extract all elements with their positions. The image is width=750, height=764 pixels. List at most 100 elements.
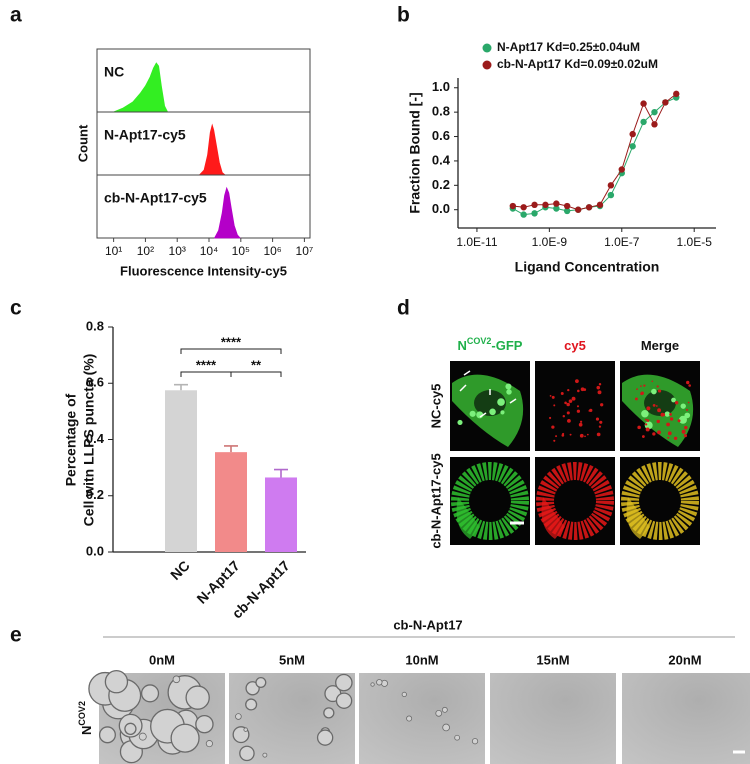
y-tick-label: 1.0 — [432, 79, 450, 94]
red-speckle — [569, 433, 572, 436]
x-tick-label: 10² — [137, 244, 154, 258]
red-speckle — [564, 401, 567, 405]
red-speckle — [652, 432, 656, 436]
droplet — [323, 707, 335, 719]
red-speckle — [652, 404, 656, 407]
droplet — [454, 734, 460, 741]
legend-marker — [482, 60, 492, 70]
legend-marker — [482, 43, 492, 53]
error-bar — [224, 445, 238, 453]
red-speckle — [576, 409, 581, 413]
series-line — [512, 97, 677, 216]
droplet — [370, 682, 375, 687]
puncta — [489, 408, 496, 416]
red-speckle — [673, 436, 678, 441]
puncta — [651, 388, 657, 395]
red-speckle — [566, 402, 570, 407]
puncta — [500, 410, 505, 415]
red-speckle — [567, 418, 571, 423]
series-label: N-Apt17-cy5 — [104, 127, 186, 143]
red-speckle — [640, 392, 644, 396]
data-point — [651, 108, 658, 116]
data-point — [520, 204, 527, 211]
x-tick-label: 10¹ — [105, 244, 122, 258]
x-axis-label: Ligand Concentration — [515, 259, 660, 275]
panel-label: b — [397, 4, 410, 27]
droplet — [138, 732, 147, 741]
puncta — [641, 409, 649, 418]
column-label: 5nM — [279, 652, 305, 667]
significance-label: ** — [251, 357, 262, 372]
red-speckle — [660, 413, 664, 417]
cell-extension — [626, 497, 650, 539]
y-tick-label: 0.4 — [432, 152, 451, 167]
data-point — [563, 202, 571, 210]
cell-ring — [536, 462, 614, 540]
column-header: cy5 — [564, 338, 586, 353]
histogram-area — [113, 62, 169, 113]
red-speckle — [562, 414, 566, 418]
red-speckle — [584, 435, 586, 438]
puncta — [680, 403, 686, 409]
red-speckle — [637, 425, 641, 430]
y-tick-label: 0.0 — [432, 201, 450, 216]
x-tick-label: 1.0E-5 — [677, 235, 713, 249]
data-point — [629, 130, 636, 138]
y-axis-label: Fraction Bound [-] — [407, 92, 423, 213]
red-speckle — [551, 395, 555, 399]
x-tick-label: 10⁷ — [296, 244, 314, 258]
red-speckle — [576, 405, 580, 408]
error-bar — [274, 468, 288, 478]
red-speckle — [579, 420, 583, 423]
nucleus — [644, 390, 676, 416]
droplet — [435, 710, 443, 717]
puncta — [506, 389, 512, 395]
panel-label: d — [397, 297, 410, 320]
x-tick-label: NC — [167, 557, 193, 583]
puncta — [679, 415, 687, 424]
histogram-area — [198, 123, 227, 176]
data-point — [673, 90, 680, 98]
red-speckle — [683, 433, 687, 438]
panel-label: c — [10, 297, 22, 320]
data-point — [607, 191, 615, 199]
droplet — [406, 715, 413, 722]
histogram-frame — [96, 48, 311, 113]
red-speckle — [636, 388, 638, 391]
red-speckle — [688, 384, 691, 387]
error-bar — [174, 383, 188, 391]
droplet — [335, 692, 353, 709]
red-speckle — [645, 427, 650, 432]
droplet — [316, 729, 334, 746]
red-speckle — [657, 408, 662, 413]
red-speckle — [553, 439, 556, 442]
data-point — [531, 210, 538, 217]
header-part: COV2 — [467, 336, 492, 346]
header-part: N — [458, 338, 467, 353]
red-speckle — [669, 417, 674, 421]
red-speckle — [669, 412, 672, 416]
image-background — [490, 673, 616, 764]
data-point — [574, 206, 582, 213]
column-header: Merge — [641, 338, 679, 353]
red-speckle — [687, 401, 690, 404]
x-tick-label: 1.0E-9 — [532, 235, 568, 249]
red-speckle — [595, 417, 600, 421]
column-label: 15nM — [536, 652, 569, 667]
y-axis-label: Percentage of — [63, 393, 79, 486]
micrograph — [535, 457, 615, 545]
red-speckle — [674, 401, 679, 405]
bar — [265, 477, 297, 552]
red-speckle — [580, 387, 585, 392]
red-speckle — [685, 408, 689, 411]
series-label: NC — [104, 64, 124, 80]
micrograph — [490, 673, 616, 764]
data-point — [542, 201, 549, 209]
red-speckle — [646, 406, 651, 411]
red-speckle — [567, 388, 570, 392]
data-point — [640, 100, 647, 107]
droplet — [172, 675, 181, 684]
red-speckle — [686, 380, 690, 385]
arrow — [479, 412, 487, 418]
